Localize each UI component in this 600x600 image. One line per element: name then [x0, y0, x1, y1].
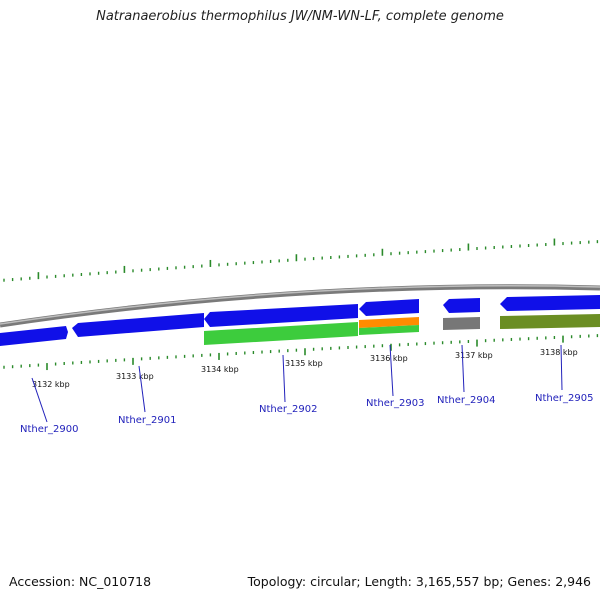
gene-label-nther-2901[interactable]: Nther_2901 — [118, 415, 176, 426]
rna-feature-2903-orange[interactable] — [359, 317, 419, 328]
leader-line-2903 — [389, 344, 394, 397]
gene-label-nther-2904[interactable]: Nther_2904 — [437, 395, 495, 406]
gene-feature-nther-2902[interactable] — [204, 304, 358, 327]
leader-line-2905 — [560, 344, 563, 391]
leader-line-2902 — [282, 354, 286, 403]
gene-feature-nther-2900[interactable] — [0, 326, 68, 346]
accession-text: Accession: NC_010718 — [9, 574, 152, 589]
gene-feature-nther-2904[interactable] — [443, 298, 480, 313]
leader-line-2901 — [138, 365, 146, 413]
tick-label-3136: 3136 kbp — [370, 354, 408, 363]
tick-label-3137: 3137 kbp — [455, 351, 493, 360]
genome-summary-text: Topology: circular; Length: 3,165,557 bp… — [247, 574, 591, 589]
tick-label-3138: 3138 kbp — [540, 348, 578, 357]
backbone-ring-highlight — [0, 285, 600, 325]
inner-tick-row — [3, 334, 599, 371]
tick-label-3132: 3132 kbp — [32, 380, 70, 389]
outer-tick-row — [3, 238, 599, 282]
gene-feature-nther-2905[interactable] — [500, 295, 600, 311]
second-track-features — [204, 314, 600, 345]
backbone-ring — [0, 284, 600, 328]
gene-feature-nther-2901[interactable] — [72, 313, 204, 337]
gene-label-nther-2902[interactable]: Nther_2902 — [259, 404, 317, 415]
gene-label-nther-2900[interactable]: Nther_2900 — [20, 424, 78, 435]
tick-label-3134: 3134 kbp — [201, 365, 239, 374]
gene-feature-nther-2903[interactable] — [359, 299, 419, 316]
rna-feature-2902[interactable] — [204, 322, 358, 345]
gene-label-nther-2903[interactable]: Nther_2903 — [366, 398, 424, 409]
gene-labels: Nther_2900 Nther_2901 Nther_2902 Nther_2… — [20, 393, 593, 435]
rna-feature-2903-green[interactable] — [359, 325, 419, 335]
leader-line-2900 — [31, 377, 48, 423]
feature-2904-gray[interactable] — [443, 317, 480, 330]
leader-line-2904 — [461, 344, 465, 393]
tick-label-3133: 3133 kbp — [116, 372, 154, 381]
feature-2905-olive[interactable] — [500, 314, 600, 329]
scale-labels: 3132 kbp 3133 kbp 3134 kbp 3135 kbp 3136… — [32, 348, 578, 389]
gene-label-nther-2905[interactable]: Nther_2905 — [535, 393, 593, 404]
forward-strand-features — [0, 295, 600, 346]
map-title: Natranaerobius thermophilus JW/NM-WN-LF,… — [96, 9, 504, 24]
tick-label-3135: 3135 kbp — [285, 359, 323, 368]
gene-leader-lines — [31, 344, 563, 423]
